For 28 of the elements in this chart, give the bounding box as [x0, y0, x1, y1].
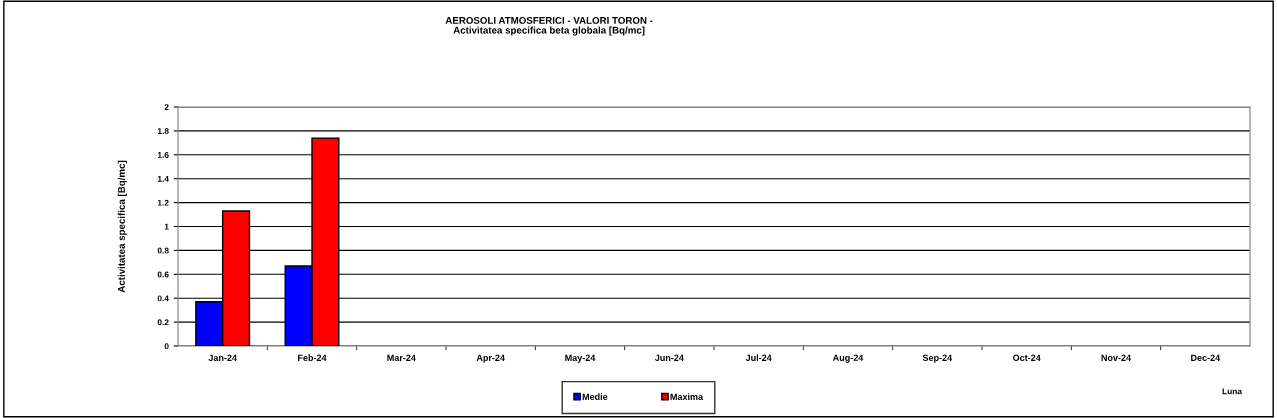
- y-tick-label: 0.8: [157, 247, 169, 254]
- y-tick-label: 0: [164, 343, 169, 350]
- y-tick-label: 0.6: [157, 271, 169, 278]
- chart-title: AEROSOLI ATMOSFERICI - VALORI TORON - Activitatea specifica beta globala [Bq/mc]: [445, 16, 653, 36]
- y-tick-label: 0.2: [157, 319, 169, 326]
- x-tick-label: Apr-24: [476, 354, 505, 363]
- y-axis-title: Activitatea specifica [Bq/mc]: [117, 160, 127, 293]
- x-tick-label: Feb-24: [298, 354, 327, 361]
- legend-label: Medie: [582, 393, 608, 400]
- y-tick-label: 1.6: [157, 152, 169, 158]
- x-tick-label: Mar-24: [387, 354, 416, 361]
- y-tick-label: 1.2: [157, 199, 169, 206]
- x-tick-label: Jul-24: [745, 354, 772, 361]
- x-tick-label: Dec-24: [1191, 354, 1221, 361]
- x-tick-label: May-24: [565, 354, 596, 363]
- legend-label: Maxima: [670, 393, 704, 400]
- x-tick-label: Oct-24: [1012, 354, 1041, 361]
- x-tick-label: Aug-24: [832, 354, 864, 363]
- y-tick-label: 1: [164, 223, 169, 230]
- x-tick-label: Jun-24: [654, 354, 684, 361]
- x-tick-label: Nov-24: [1101, 354, 1131, 361]
- x-tick-label: Sep-24: [922, 354, 953, 363]
- y-tick-label: 1.4: [157, 175, 169, 182]
- x-axis-title: Luna: [1222, 388, 1243, 395]
- y-tick-label: 2: [164, 104, 169, 111]
- x-tick-label: Jan-24: [208, 354, 237, 361]
- y-tick-label: 0.4: [157, 295, 169, 302]
- y-tick-label: 1.8: [157, 128, 169, 134]
